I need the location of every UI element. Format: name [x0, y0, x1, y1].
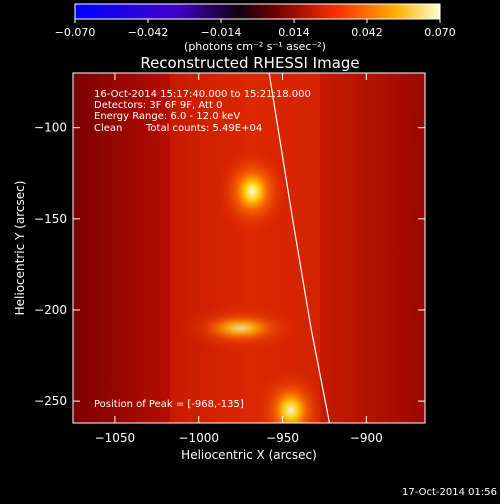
- colorbar-units: (photons cm⁻² s⁻¹ asec⁻²): [184, 40, 326, 53]
- x-tick-label: −900: [350, 431, 383, 445]
- solar-limb-curve: [268, 73, 331, 423]
- x-axis-label: Heliocentric X (arcsec): [181, 448, 317, 462]
- source-core: [202, 314, 279, 343]
- y-axis-ticks: −100 −150 −200 −250: [34, 121, 425, 408]
- colorbar-tick-label: −0.070: [55, 26, 96, 39]
- emission-band: [170, 73, 320, 423]
- y-axis-label: Heliocentric Y (arcsec): [13, 181, 27, 316]
- annotation-clean: Clean: [94, 123, 122, 134]
- y-tick-label: −150: [34, 212, 67, 226]
- source-core: [268, 384, 313, 423]
- sources-layer: [179, 149, 327, 423]
- x-axis-ticks: −1050 −1000 −950 −900: [95, 73, 383, 445]
- plot-area: 16-Oct-2014 15:17:40.000 to 15:21:18.000…: [34, 72, 426, 445]
- footer-timestamp: 17-Oct-2014 01:56: [402, 487, 497, 498]
- colorbar-gradient: [74, 3, 441, 20]
- source-core: [230, 165, 275, 218]
- annotation-peak: Position of Peak = [-968,-135]: [94, 399, 244, 410]
- image-background: [73, 73, 425, 423]
- colorbar-tick-label: 0.014: [278, 26, 310, 39]
- y-tick-label: −100: [34, 121, 67, 135]
- annotation-time-range: 16-Oct-2014 15:17:40.000 to 15:21:18.000: [94, 89, 311, 100]
- x-tick-label: −950: [266, 431, 299, 445]
- colorbar-ticks: −0.070 −0.042 −0.014 0.014 0.042 0.070: [55, 19, 456, 39]
- plot-frame: [72, 72, 426, 424]
- colorbar-tick-label: 0.042: [351, 26, 383, 39]
- annotation-detectors: Detectors: 3F 6F 9F, Att 0: [94, 100, 222, 111]
- y-tick-label: −250: [34, 394, 67, 408]
- x-tick-label: −1000: [178, 431, 219, 445]
- colorbar-tick-label: −0.042: [128, 26, 169, 39]
- annotations: 16-Oct-2014 15:17:40.000 to 15:21:18.000…: [94, 89, 311, 410]
- chart-title: Reconstructed RHESSI Image: [140, 54, 359, 72]
- colorbar-tick-label: −0.014: [201, 26, 242, 39]
- x-tick-label: −1050: [95, 431, 136, 445]
- y-tick-label: −200: [34, 303, 67, 317]
- annotation-energy: Energy Range: 6.0 - 12.0 keV: [94, 111, 240, 122]
- image-content: [170, 73, 331, 423]
- annotation-counts: Total counts: 5.49E+04: [145, 123, 262, 134]
- colorbar: −0.070 −0.042 −0.014 0.014 0.042 0.070 (photo…: [55, 3, 456, 53]
- colorbar-tick-label: 0.070: [424, 26, 456, 39]
